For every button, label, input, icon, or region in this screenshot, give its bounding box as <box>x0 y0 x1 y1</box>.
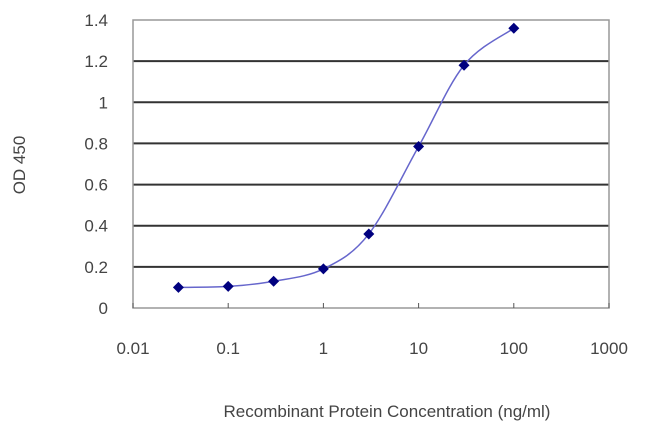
data-point-marker <box>363 228 375 240</box>
x-tick-label: 10 <box>409 339 428 358</box>
series-markers <box>172 22 520 293</box>
data-point-marker <box>413 141 425 153</box>
y-tick-label: 0.6 <box>84 176 108 195</box>
data-point-marker <box>317 263 329 275</box>
y-tick-label: 0.2 <box>84 258 108 277</box>
data-point-marker <box>508 22 520 34</box>
y-tick-label: 0.8 <box>84 134 108 153</box>
x-tick-label: 1 <box>319 339 328 358</box>
y-tick-label: 0.4 <box>84 217 108 236</box>
data-point-marker <box>222 280 234 292</box>
y-axis-label: OD 450 <box>10 136 29 195</box>
x-tick-label: 1000 <box>590 339 628 358</box>
x-tick-label: 100 <box>500 339 528 358</box>
y-tick-label: 1.2 <box>84 52 108 71</box>
data-point-marker <box>458 59 470 71</box>
data-point-marker <box>268 275 280 287</box>
y-tick-label: 1.4 <box>84 11 108 30</box>
y-tick-label: 0 <box>99 299 108 318</box>
gridlines <box>133 60 609 268</box>
x-axis: 0.01 0.1 1 10 100 1000 <box>116 303 628 358</box>
plot-frame <box>132 19 610 309</box>
series-line <box>178 27 515 289</box>
x-tick-label: 0.1 <box>216 339 240 358</box>
y-axis: 0 0.2 0.4 0.6 0.8 1 1.2 1.4 <box>84 11 108 318</box>
x-tick-label: 0.01 <box>116 339 149 358</box>
y-tick-label: 1 <box>99 93 108 112</box>
x-axis-label: Recombinant Protein Concentration (ng/ml… <box>224 402 551 421</box>
data-point-marker <box>172 281 184 293</box>
